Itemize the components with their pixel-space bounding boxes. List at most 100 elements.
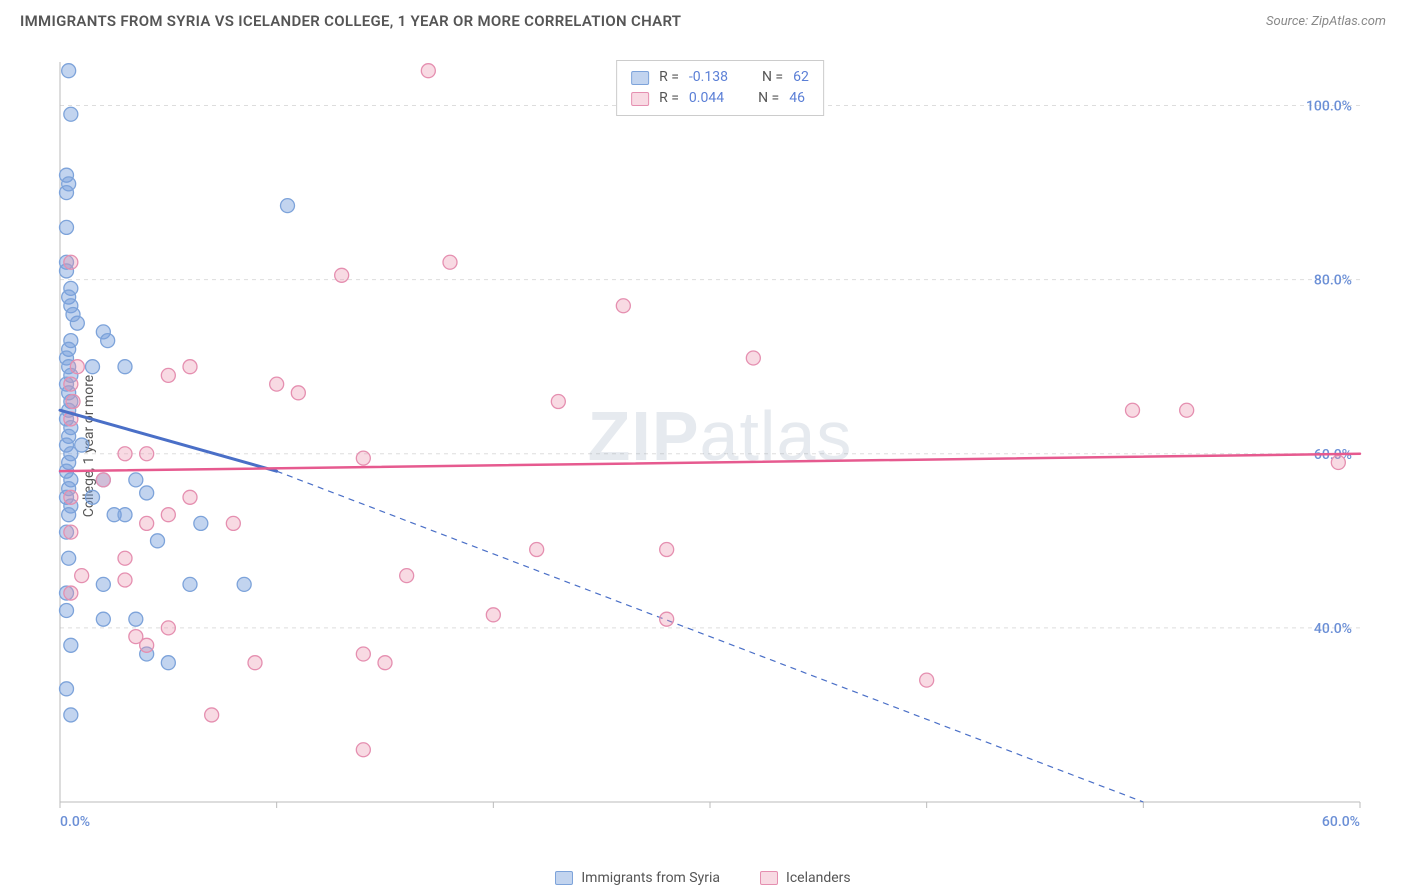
legend-swatch <box>760 871 778 885</box>
data-point <box>60 186 74 200</box>
data-point <box>660 543 674 557</box>
legend-n-label: N = <box>762 67 783 88</box>
y-tick-label: 100.0% <box>1306 99 1352 115</box>
data-point <box>161 656 175 670</box>
data-point <box>86 360 100 374</box>
data-point <box>101 334 115 348</box>
scatter-plot: 40.0%60.0%80.0%100.0%0.0%60.0% <box>50 50 1390 830</box>
data-point <box>140 486 154 500</box>
data-point <box>161 621 175 635</box>
trend-line <box>60 454 1360 471</box>
data-point <box>746 351 760 365</box>
data-point <box>140 638 154 652</box>
trend-line <box>60 410 277 471</box>
data-point <box>64 586 78 600</box>
data-point <box>161 368 175 382</box>
series-legend-item: Immigrants from Syria <box>555 870 720 886</box>
data-point <box>151 534 165 548</box>
data-point <box>64 107 78 121</box>
title-bar: IMMIGRANTS FROM SYRIA VS ICELANDER COLLE… <box>0 0 1406 38</box>
data-point <box>443 255 457 269</box>
data-point <box>356 451 370 465</box>
data-point <box>62 508 76 522</box>
data-point <box>378 656 392 670</box>
data-point <box>140 516 154 530</box>
data-point <box>270 377 284 391</box>
x-tick-label: 60.0% <box>1322 814 1360 830</box>
data-point <box>60 220 74 234</box>
data-point <box>226 516 240 530</box>
data-point <box>183 490 197 504</box>
legend-row: R =0.044N =46 <box>631 88 809 109</box>
data-point <box>66 307 80 321</box>
data-point <box>62 64 76 78</box>
data-point <box>400 569 414 583</box>
data-point <box>62 551 76 565</box>
legend-r-value: -0.138 <box>689 67 728 88</box>
data-point <box>118 573 132 587</box>
data-point <box>1331 455 1345 469</box>
data-point <box>183 577 197 591</box>
data-point <box>70 360 84 374</box>
legend-r-label: R = <box>659 88 679 109</box>
data-point <box>205 708 219 722</box>
data-point <box>96 473 110 487</box>
legend-r-label: R = <box>659 67 679 88</box>
legend-swatch <box>631 92 649 106</box>
data-point <box>183 360 197 374</box>
data-point <box>616 299 630 313</box>
legend-swatch <box>555 871 573 885</box>
data-point <box>281 199 295 213</box>
data-point <box>96 577 110 591</box>
y-tick-label: 80.0% <box>1314 273 1352 289</box>
data-point <box>194 516 208 530</box>
data-point <box>1180 403 1194 417</box>
data-point <box>96 612 110 626</box>
data-point <box>75 569 89 583</box>
data-point <box>421 64 435 78</box>
legend-n-label: N = <box>758 88 779 109</box>
data-point <box>161 508 175 522</box>
series-legend: Immigrants from Syria Icelanders <box>0 870 1406 886</box>
data-point <box>66 395 80 409</box>
plot-container: 40.0%60.0%80.0%100.0%0.0%60.0% ZIPatlas … <box>50 50 1390 830</box>
x-tick-label: 0.0% <box>60 814 90 830</box>
data-point <box>86 490 100 504</box>
data-point <box>129 612 143 626</box>
data-point <box>237 577 251 591</box>
data-point <box>64 525 78 539</box>
data-point <box>64 708 78 722</box>
data-point <box>530 543 544 557</box>
data-point <box>118 360 132 374</box>
data-point <box>356 743 370 757</box>
data-point <box>118 551 132 565</box>
data-point <box>551 395 565 409</box>
series-legend-item: Icelanders <box>760 870 851 886</box>
data-point <box>920 673 934 687</box>
legend-n-value: 46 <box>789 88 805 109</box>
series-legend-label: Icelanders <box>786 870 851 886</box>
data-point <box>75 438 89 452</box>
data-point <box>660 612 674 626</box>
legend-n-value: 62 <box>793 67 809 88</box>
legend-row: R = -0.138 N = 62 <box>631 67 809 88</box>
data-point <box>64 490 78 504</box>
data-point <box>64 377 78 391</box>
series-legend-label: Immigrants from Syria <box>581 870 720 886</box>
data-point <box>486 608 500 622</box>
data-point <box>60 682 74 696</box>
source-attribution: Source: ZipAtlas.com <box>1266 14 1386 29</box>
data-point <box>64 255 78 269</box>
data-point <box>129 473 143 487</box>
data-point <box>1126 403 1140 417</box>
correlation-legend: R =-0.138N =62R =0.044N =46 <box>616 60 824 116</box>
legend-swatch <box>631 71 649 85</box>
data-point <box>356 647 370 661</box>
data-point <box>64 638 78 652</box>
data-point <box>118 447 132 461</box>
data-point <box>248 656 262 670</box>
data-point <box>118 508 132 522</box>
data-point <box>335 268 349 282</box>
data-point <box>140 447 154 461</box>
trend-extension-syria <box>277 471 1144 802</box>
